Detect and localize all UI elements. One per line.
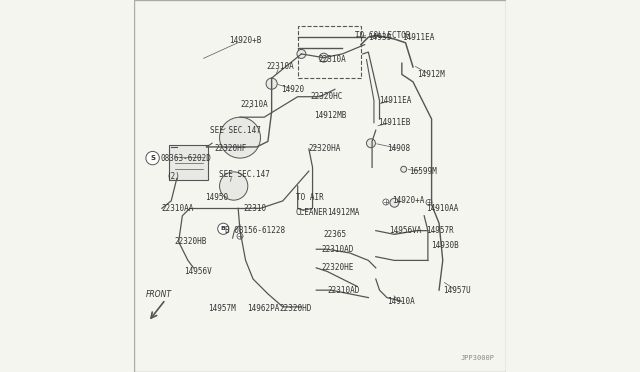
Text: SEE SEC.147: SEE SEC.147 [219,170,269,179]
Text: 14920+B: 14920+B [229,36,261,45]
Text: 14957M: 14957M [209,304,236,313]
Circle shape [220,117,260,158]
Circle shape [401,166,406,172]
Text: 14950: 14950 [205,193,228,202]
Text: 22310A: 22310A [240,100,268,109]
Text: B: B [221,226,226,231]
Text: 14910A: 14910A [387,297,415,306]
Text: 14920+A: 14920+A [392,196,425,205]
Text: 14911EB: 14911EB [378,118,410,127]
Text: S: S [150,155,155,161]
Circle shape [383,199,389,205]
Circle shape [426,199,432,205]
Text: TO AIR: TO AIR [296,193,324,202]
Text: 14910AA: 14910AA [426,204,458,213]
Bar [298,26,361,78]
Text: 08363-6202D: 08363-6202D [160,154,211,163]
Circle shape [218,223,229,234]
Text: 14920: 14920 [281,85,304,94]
Text: FRONT: FRONT [147,291,172,299]
FancyBboxPatch shape [170,145,209,180]
Text: 22320HC: 22320HC [310,92,343,101]
Text: 14939: 14939 [369,33,392,42]
Circle shape [266,78,277,89]
Text: B 08156-61228: B 08156-61228 [225,226,285,235]
Text: 16599M: 16599M [410,167,437,176]
Text: 14956V: 14956V [184,267,212,276]
Text: 22365: 22365 [324,230,347,239]
Text: 14912MB: 14912MB [314,111,347,120]
Text: TO COLLECTOR: TO COLLECTOR [355,31,411,40]
Circle shape [146,151,159,165]
Text: 22310AD: 22310AD [328,286,360,295]
Circle shape [367,139,376,148]
Text: JPP3000P: JPP3000P [461,355,495,361]
Text: 14956VA: 14956VA [389,226,421,235]
Circle shape [297,49,306,58]
Text: 14911EA: 14911EA [380,96,412,105]
Text: 22310A: 22310A [318,55,346,64]
Text: 22310AD: 22310AD [322,245,354,254]
Circle shape [220,172,248,200]
Text: 14908: 14908 [387,144,410,153]
Text: SEE SEC.147: SEE SEC.147 [211,126,261,135]
Text: 22320HA: 22320HA [309,144,341,153]
Text: 14911EA: 14911EA [402,33,434,42]
Text: 14962PA: 14962PA [248,304,280,313]
Text: 14957U: 14957U [443,286,470,295]
Text: 14912MA: 14912MA [328,208,360,217]
Text: 22320HB: 22320HB [175,237,207,246]
Circle shape [390,198,399,207]
Text: 22320HE: 22320HE [322,263,354,272]
Text: 22320HF: 22320HF [214,144,246,153]
Circle shape [237,233,243,239]
Text: 14930B: 14930B [431,241,460,250]
Text: 14957R: 14957R [426,226,454,235]
Text: 14912M: 14912M [417,70,444,79]
Text: 22310: 22310 [244,204,267,213]
Text: 22320HD: 22320HD [279,304,312,313]
Text: (2): (2) [167,172,180,181]
Text: 22310A: 22310A [266,62,294,71]
Circle shape [319,53,328,62]
Text: 22310AA: 22310AA [162,204,195,213]
Text: CLEANER: CLEANER [296,208,328,217]
